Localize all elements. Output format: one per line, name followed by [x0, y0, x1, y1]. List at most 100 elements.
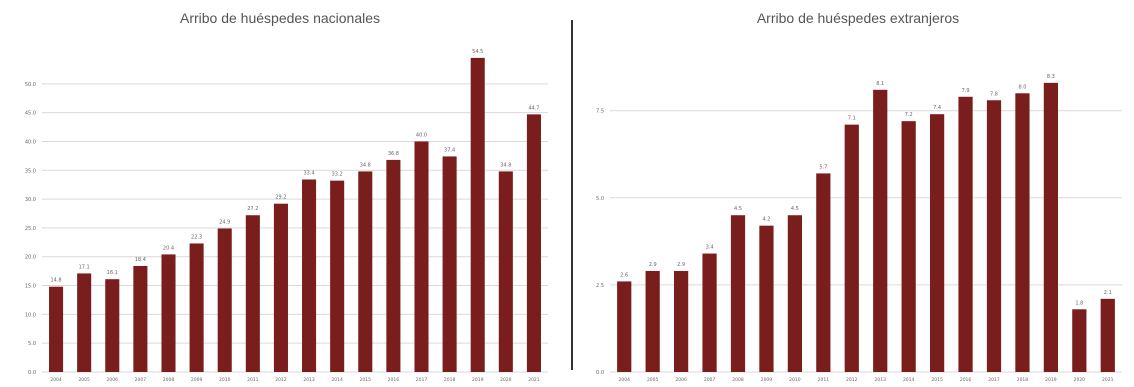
bar [617, 281, 632, 372]
y-tick-label: 5.0 [28, 341, 36, 347]
data-label: 8.0 [1018, 84, 1026, 90]
x-tick-label: 2018 [1017, 377, 1029, 383]
bar [816, 173, 831, 372]
y-tick-label: 7.5 [596, 109, 604, 115]
data-label: 27.2 [247, 206, 258, 212]
bar [759, 225, 774, 372]
bar [302, 179, 317, 372]
data-label: 8.3 [1047, 74, 1055, 80]
x-tick-label: 2011 [247, 377, 259, 383]
data-label: 34.8 [360, 162, 371, 168]
x-tick-label: 2013 [874, 377, 886, 383]
bar [77, 273, 92, 372]
data-label: 1.8 [1075, 300, 1083, 306]
bar [958, 96, 973, 372]
x-tick-label: 2004 [618, 377, 630, 383]
chart-divider [571, 20, 573, 370]
x-tick-label: 2013 [303, 377, 315, 383]
data-label: 33.2 [332, 172, 343, 178]
data-label: 3.4 [706, 245, 714, 251]
bar [674, 270, 689, 372]
data-label: 4.5 [734, 206, 742, 212]
data-label: 7.9 [962, 88, 970, 94]
chart-title: Arribo de huéspedes extranjeros [756, 10, 960, 26]
data-label: 44.7 [528, 105, 539, 111]
chart-panel-extranjeros: Arribo de huéspedes extranjeros 0.0 2.5 5.… [582, 0, 1134, 387]
bar [245, 215, 260, 372]
x-tick-label: 2008 [732, 377, 744, 383]
x-tick-label: 2019 [472, 377, 484, 383]
bar [470, 57, 485, 373]
bar [873, 89, 888, 372]
x-tick-label: 2010 [789, 377, 801, 383]
bar [105, 279, 120, 372]
bar [1100, 298, 1115, 372]
x-tick-label: 2007 [135, 377, 147, 383]
bar [330, 180, 345, 372]
data-label: 8.1 [876, 81, 884, 87]
bar [133, 265, 148, 372]
bar [1015, 93, 1030, 373]
x-tick-label: 2014 [331, 377, 343, 383]
x-tick-label: 2016 [388, 377, 400, 383]
data-label: 7.2 [905, 112, 913, 118]
data-label: 16.1 [107, 270, 118, 276]
bar [358, 171, 373, 372]
bar [386, 159, 401, 372]
x-tick-label: 2011 [818, 377, 830, 383]
data-label: 20.4 [163, 245, 174, 251]
bar [161, 254, 176, 372]
y-tick-label: 35.0 [25, 168, 36, 174]
chart-panel-nacionales: Arribo de huéspedes nacionales 0.0 5.0 10.… [0, 0, 560, 387]
data-label: 7.1 [848, 116, 856, 122]
x-tick-label: 2010 [219, 377, 231, 383]
x-tick-label: 2006 [107, 377, 119, 383]
data-label: 2.9 [677, 262, 685, 268]
bar [1072, 309, 1087, 372]
y-tick-label: 45.0 [25, 111, 36, 117]
data-label: 22.3 [191, 234, 202, 240]
y-tick-label: 2.5 [596, 283, 604, 289]
bar [901, 121, 916, 373]
data-label: 34.8 [500, 162, 511, 168]
x-tick-label: 2005 [78, 377, 90, 383]
bar [273, 203, 288, 372]
x-tick-label: 2020 [1074, 377, 1086, 383]
bar [1043, 82, 1058, 372]
bar [189, 243, 204, 372]
y-tick-label: 40.0 [25, 139, 36, 145]
data-label: 2.9 [649, 262, 657, 268]
x-tick-label: 2017 [988, 377, 1000, 383]
bar [217, 228, 232, 372]
data-label: 40.0 [416, 132, 427, 138]
x-tick-label: 2014 [903, 377, 915, 383]
data-label: 54.5 [472, 49, 483, 55]
bar [526, 114, 541, 373]
bar [498, 171, 513, 372]
x-tick-label: 2009 [761, 377, 773, 383]
y-tick-label: 10.0 [25, 312, 36, 318]
data-label: 2.1 [1104, 290, 1112, 296]
x-tick-label: 2016 [960, 377, 972, 383]
data-label: 18.4 [135, 257, 146, 263]
bar [645, 270, 660, 372]
x-tick-label: 2015 [931, 377, 943, 383]
chart-title: Arribo de huéspedes nacionales [179, 10, 381, 26]
x-tick-label: 2018 [444, 377, 456, 383]
x-tick-label: 2019 [1045, 377, 1057, 383]
y-tick-label: 5.0 [596, 196, 604, 202]
bar [930, 114, 945, 373]
data-label: 37.4 [444, 147, 455, 153]
data-label: 5.7 [819, 164, 827, 170]
x-tick-label: 2020 [500, 377, 512, 383]
data-label: 4.5 [791, 206, 799, 212]
data-label: 33.4 [303, 170, 314, 176]
bar [414, 141, 429, 372]
data-label: 4.2 [762, 217, 770, 223]
data-label: 7.8 [990, 91, 998, 97]
x-tick-label: 2021 [528, 377, 540, 383]
data-label: 7.4 [933, 105, 941, 111]
bar [702, 253, 717, 372]
y-tick-label: 0.0 [596, 370, 604, 376]
bar [844, 124, 859, 372]
